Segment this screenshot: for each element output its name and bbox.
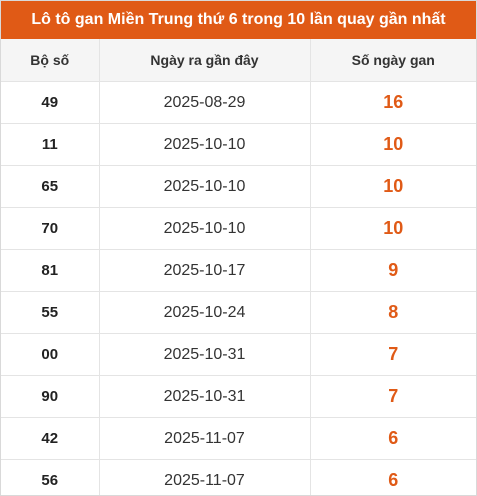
table-row: 70 2025-10-10 10 (1, 207, 476, 250)
row-last-date: 2025-08-29 (99, 81, 311, 124)
row-number: 90 (1, 375, 100, 418)
row-last-date: 2025-11-07 (99, 417, 311, 460)
row-last-date: 2025-11-07 (99, 459, 311, 495)
row-number: 49 (1, 81, 100, 124)
lo-gan-table: Bộ số Ngày ra gần đây Số ngày gan 49 202… (1, 39, 476, 495)
row-last-date: 2025-10-10 (99, 123, 311, 166)
row-days: 10 (310, 207, 476, 250)
row-number: 55 (1, 291, 100, 334)
table-row: 56 2025-11-07 6 (1, 459, 476, 495)
row-number: 56 (1, 459, 100, 495)
table-row: 00 2025-10-31 7 (1, 333, 476, 376)
table-row: 90 2025-10-31 7 (1, 375, 476, 418)
row-number: 65 (1, 165, 100, 208)
row-days: 6 (310, 459, 476, 495)
table-header: Bộ số Ngày ra gần đây Số ngày gan (1, 39, 476, 82)
header-last-date: Ngày ra gần đây (99, 39, 311, 82)
row-number: 11 (1, 123, 100, 166)
table-row: 55 2025-10-24 8 (1, 291, 476, 334)
row-last-date: 2025-10-10 (99, 207, 311, 250)
table-title: Lô tô gan Miền Trung thứ 6 trong 10 lần … (1, 1, 476, 39)
header-days: Số ngày gan (310, 39, 476, 82)
row-last-date: 2025-10-31 (99, 375, 311, 418)
header-row: Bộ số Ngày ra gần đây Số ngày gan (1, 39, 476, 82)
table-row: 11 2025-10-10 10 (1, 123, 476, 166)
row-days: 10 (310, 165, 476, 208)
table-body: 49 2025-08-29 16 11 2025-10-10 10 65 202… (1, 81, 476, 495)
row-number: 00 (1, 333, 100, 376)
table-row: 42 2025-11-07 6 (1, 417, 476, 460)
row-last-date: 2025-10-31 (99, 333, 311, 376)
row-last-date: 2025-10-17 (99, 249, 311, 292)
row-last-date: 2025-10-10 (99, 165, 311, 208)
row-days: 9 (310, 249, 476, 292)
row-days: 7 (310, 375, 476, 418)
row-days: 7 (310, 333, 476, 376)
table-row: 81 2025-10-17 9 (1, 249, 476, 292)
row-number: 42 (1, 417, 100, 460)
table-row: 65 2025-10-10 10 (1, 165, 476, 208)
header-number: Bộ số (1, 39, 100, 82)
row-days: 8 (310, 291, 476, 334)
row-number: 70 (1, 207, 100, 250)
row-days: 16 (310, 81, 476, 124)
row-last-date: 2025-10-24 (99, 291, 311, 334)
row-days: 6 (310, 417, 476, 460)
row-number: 81 (1, 249, 100, 292)
table-row: 49 2025-08-29 16 (1, 81, 476, 124)
row-days: 10 (310, 123, 476, 166)
